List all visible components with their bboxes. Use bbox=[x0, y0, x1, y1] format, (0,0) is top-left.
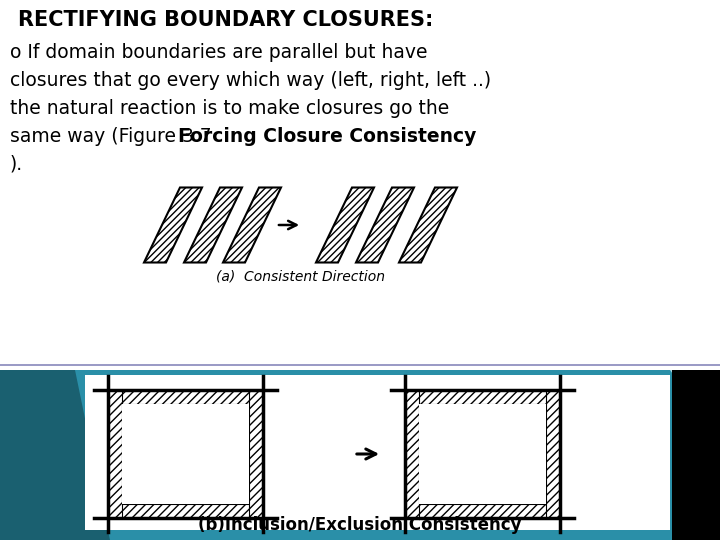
Text: o If domain boundaries are parallel but have: o If domain boundaries are parallel but … bbox=[10, 43, 428, 62]
Polygon shape bbox=[316, 187, 374, 262]
Polygon shape bbox=[356, 187, 414, 262]
Bar bbox=[108, 504, 263, 518]
Text: (b)Inclusion/Exclusion Consistency: (b)Inclusion/Exclusion Consistency bbox=[198, 516, 522, 534]
Text: RECTIFYING BOUNDARY CLOSURES:: RECTIFYING BOUNDARY CLOSURES: bbox=[18, 10, 433, 30]
Bar bbox=[405, 390, 560, 404]
Bar bbox=[108, 390, 263, 404]
Bar bbox=[0, 370, 720, 540]
Bar bbox=[249, 390, 263, 518]
Polygon shape bbox=[184, 187, 242, 262]
Bar bbox=[122, 404, 249, 504]
Polygon shape bbox=[399, 187, 457, 262]
Polygon shape bbox=[0, 370, 110, 540]
Bar bbox=[405, 390, 560, 518]
Text: Forcing Closure Consistency: Forcing Closure Consistency bbox=[178, 127, 477, 146]
Text: the natural reaction is to make closures go the: the natural reaction is to make closures… bbox=[10, 99, 449, 118]
Polygon shape bbox=[223, 187, 281, 262]
Bar bbox=[108, 390, 122, 518]
Bar bbox=[405, 390, 419, 518]
Polygon shape bbox=[580, 370, 720, 440]
Bar bbox=[405, 504, 560, 518]
Bar bbox=[672, 370, 720, 540]
Text: same way (Figure 3.7: same way (Figure 3.7 bbox=[10, 127, 217, 146]
Text: closures that go every which way (left, right, left ..): closures that go every which way (left, … bbox=[10, 71, 491, 90]
Bar bbox=[108, 390, 263, 518]
Polygon shape bbox=[144, 187, 202, 262]
Text: (a)  Consistent Direction: (a) Consistent Direction bbox=[215, 270, 384, 284]
Bar bbox=[85, 375, 670, 530]
Bar bbox=[546, 390, 560, 518]
Text: ).: ). bbox=[10, 155, 23, 174]
Bar bbox=[419, 404, 546, 504]
